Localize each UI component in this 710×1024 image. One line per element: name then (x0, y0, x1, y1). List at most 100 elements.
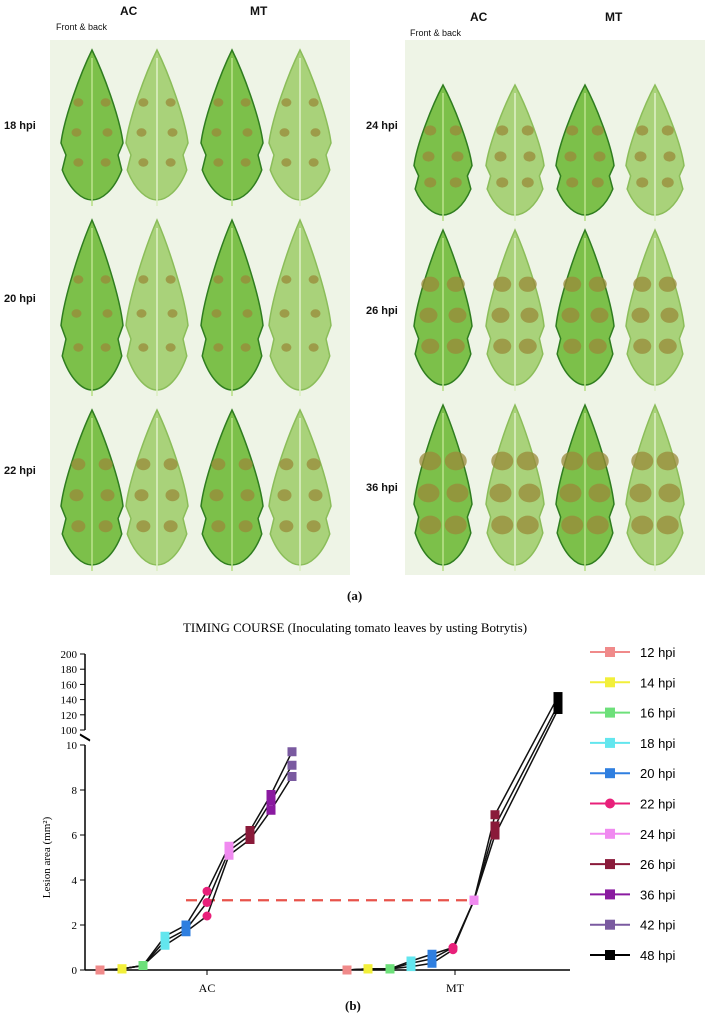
row-label-24hpi: 24 hpi (366, 120, 398, 132)
column-header-mt-right: MT (605, 10, 623, 24)
leaf-photo (125, 48, 189, 206)
data-point (224, 841, 234, 851)
y-tick-label: 4 (72, 875, 78, 887)
leaf-photo (268, 48, 332, 206)
leaf-photo (555, 228, 615, 391)
replicate-line (99, 776, 293, 971)
legend-marker (605, 677, 615, 688)
leaf-photo (555, 83, 615, 221)
leaf-photo (125, 218, 189, 396)
legend-marker (605, 737, 615, 748)
data-point (342, 965, 352, 975)
legend-marker (605, 950, 615, 960)
data-point (469, 895, 479, 905)
legend-label: 20 hpi (640, 766, 676, 781)
data-point (490, 810, 500, 820)
row-label-22hpi: 22 hpi (4, 465, 36, 477)
x-tick-label: MT (446, 981, 465, 995)
data-point (95, 965, 105, 975)
legend-label: 48 hpi (640, 948, 676, 963)
legend-label: 42 hpi (640, 918, 676, 933)
row-label-20hpi: 20 hpi (4, 293, 36, 305)
data-point (406, 956, 416, 966)
data-point (490, 830, 500, 840)
data-point (266, 805, 276, 815)
data-point (287, 747, 297, 757)
y-tick-label: 200 (61, 649, 78, 661)
leaf-photo (268, 408, 332, 571)
y-tick-label: 180 (61, 664, 78, 676)
legend-marker (605, 919, 615, 930)
leaf-photo (625, 228, 685, 391)
y-tick-label: 0 (72, 965, 78, 977)
leaf-photo (555, 403, 615, 571)
legend-label: 22 hpi (640, 797, 676, 812)
replicate-line (346, 709, 559, 971)
data-point (266, 796, 276, 806)
panel-b-label: (b) (345, 998, 361, 1013)
data-point (427, 949, 437, 959)
leaf-photo (485, 83, 545, 221)
data-point (245, 826, 255, 835)
chart-title: TIMING COURSE (Inoculating tomato leaves… (183, 620, 527, 635)
data-point (287, 772, 297, 781)
data-point (363, 964, 373, 974)
legend-marker (605, 859, 615, 870)
y-axis-label: Lesion area (mm²) (41, 816, 53, 898)
replicate-line (99, 764, 293, 971)
data-point (181, 920, 191, 930)
x-tick-label: AC (199, 981, 216, 995)
legend-label: 14 hpi (640, 675, 676, 690)
data-point (448, 943, 458, 952)
leaf-photo (625, 83, 685, 221)
data-point (202, 911, 212, 921)
axis-break-mark (79, 734, 91, 742)
data-point (490, 821, 500, 831)
data-point (266, 790, 276, 799)
y-tick-label: 6 (72, 830, 78, 842)
legend-marker (605, 768, 615, 779)
column-header-mt: MT (250, 4, 268, 18)
y-tick-label: 10 (66, 740, 78, 752)
legend-marker (605, 889, 615, 900)
leaf-photo (60, 48, 124, 206)
legend-label: 12 hpi (640, 645, 676, 660)
data-point (138, 961, 148, 970)
data-point (553, 692, 563, 702)
data-point (117, 964, 127, 974)
leaf-photo (413, 403, 473, 571)
lesion-area-chart: TIMING COURSE (Inoculating tomato leaves… (41, 620, 676, 995)
legend-label: 36 hpi (640, 887, 676, 902)
data-point (553, 704, 563, 714)
leaf-photo-grid (50, 40, 705, 575)
data-point (160, 931, 170, 941)
replicate-line (346, 696, 559, 971)
leaf-photo (485, 403, 545, 571)
leaf-photo (413, 228, 473, 391)
y-tick-label: 100 (61, 725, 78, 737)
legend-marker (605, 798, 615, 809)
front-back-note-right: Front & back (410, 28, 462, 38)
leaf-photo (413, 83, 473, 221)
leaf-photo (60, 408, 124, 571)
leaf-photo (125, 408, 189, 571)
leaf-photo (200, 48, 264, 206)
data-point (202, 898, 212, 907)
legend-marker (605, 707, 615, 718)
row-label-36hpi: 36 hpi (366, 482, 398, 494)
data-point (202, 886, 212, 896)
column-header-ac-right: AC (470, 10, 488, 24)
replicate-line (346, 704, 559, 971)
leaf-photo (60, 218, 124, 396)
legend-label: 26 hpi (640, 857, 676, 872)
data-point (287, 760, 297, 770)
legend-label: 16 hpi (640, 706, 676, 721)
leaf-photo (485, 228, 545, 391)
legend-marker (605, 828, 615, 839)
y-tick-label: 140 (61, 695, 78, 707)
replicate-line (99, 751, 293, 971)
row-label-18hpi: 18 hpi (4, 120, 36, 132)
column-header-ac: AC (120, 4, 138, 18)
axis-break-mark (79, 733, 91, 741)
legend-label: 24 hpi (640, 827, 676, 842)
